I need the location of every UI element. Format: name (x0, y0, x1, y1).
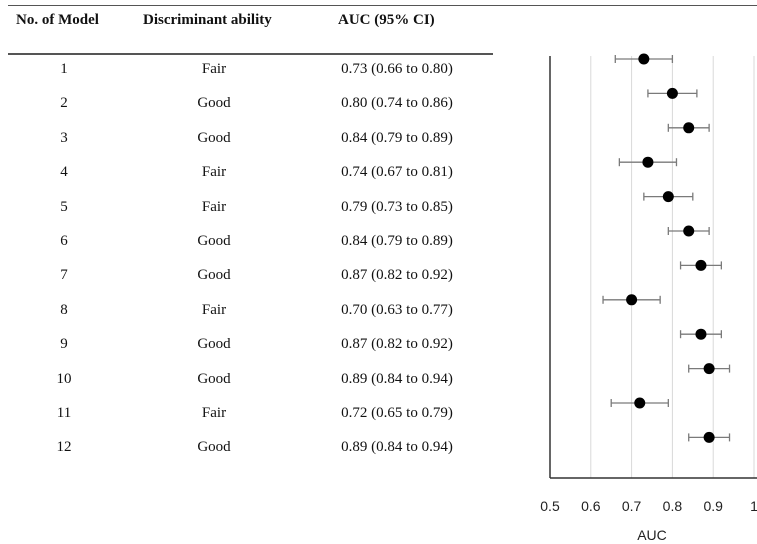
x-tick-label: 0.8 (663, 498, 683, 514)
cell-discriminant-ability: Good (197, 95, 231, 112)
cell-auc-ci: 0.79 (0.73 to 0.85) (341, 198, 453, 215)
cell-discriminant-ability: Good (197, 129, 231, 146)
cell-auc-ci: 0.89 (0.84 to 0.94) (341, 370, 453, 387)
auc-point (626, 294, 638, 306)
x-tick-label: 1 (750, 498, 757, 514)
cell-auc-ci: 0.84 (0.79 to 0.89) (341, 233, 453, 249)
cell-model-number: 10 (56, 370, 72, 387)
cell-model-number: 5 (60, 198, 68, 215)
cell-model-number: 7 (60, 267, 68, 284)
auc-point (695, 259, 707, 271)
cell-model-number: 12 (56, 439, 72, 456)
cell-auc-ci: 0.73 (0.66 to 0.80) (341, 61, 453, 77)
cell-discriminant-ability: Fair (201, 405, 227, 421)
cell-auc-ci: 0.84 (0.79 to 0.89) (341, 129, 453, 146)
cell-model-number: 2 (60, 95, 68, 112)
x-axis-title: AUC (637, 527, 667, 543)
cell-discriminant-ability: Fair (201, 198, 227, 215)
auc-point (703, 431, 715, 443)
cell-auc-ci: 0.80 (0.74 to 0.86) (341, 95, 453, 112)
cell-model-number: 1 (60, 61, 68, 77)
cell-model-number: 9 (60, 336, 68, 353)
cell-auc-ci: 0.74 (0.67 to 0.81) (341, 164, 453, 181)
cell-auc-ci: 0.89 (0.84 to 0.94) (341, 439, 453, 456)
auc-point (662, 191, 674, 203)
auc-point (695, 328, 707, 340)
cell-discriminant-ability: Good (197, 439, 231, 456)
cell-auc-ci: 0.87 (0.82 to 0.92) (341, 336, 453, 353)
auc-point (666, 87, 678, 99)
cell-discriminant-ability: Good (197, 336, 231, 353)
header-model-number: No. of Model (16, 12, 99, 28)
x-tick-label: 0.6 (581, 498, 601, 514)
auc-point (642, 156, 654, 168)
table-top-rule (8, 5, 757, 6)
cell-discriminant-ability: Fair (201, 61, 227, 77)
cell-model-number: 4 (60, 164, 68, 181)
cell-discriminant-ability: Good (197, 370, 231, 387)
auc-point (703, 363, 715, 375)
cell-discriminant-ability: Good (197, 267, 231, 284)
cell-discriminant-ability: Fair (201, 301, 227, 318)
cell-discriminant-ability: Fair (201, 164, 227, 181)
cell-model-number: 3 (60, 129, 68, 146)
x-tick-label: 0.7 (622, 498, 642, 514)
cell-model-number: 6 (60, 233, 68, 249)
cell-model-number: 11 (56, 405, 72, 421)
table-header-rule (8, 53, 493, 55)
cell-auc-ci: 0.72 (0.65 to 0.79) (341, 405, 453, 421)
x-tick-label: 0.9 (703, 498, 723, 514)
auc-point (683, 225, 695, 237)
cell-auc-ci: 0.70 (0.63 to 0.77) (341, 301, 453, 318)
auc-point (634, 397, 646, 409)
header-auc-ci: AUC (95% CI) (338, 12, 435, 28)
cell-model-number: 8 (60, 301, 68, 318)
auc-point (638, 53, 650, 65)
cell-auc-ci: 0.87 (0.82 to 0.92) (341, 267, 453, 284)
header-discriminant-ability: Discriminant ability (143, 12, 272, 28)
cell-discriminant-ability: Good (197, 233, 231, 249)
x-tick-label: 0.5 (540, 498, 560, 514)
auc-point (683, 122, 695, 134)
